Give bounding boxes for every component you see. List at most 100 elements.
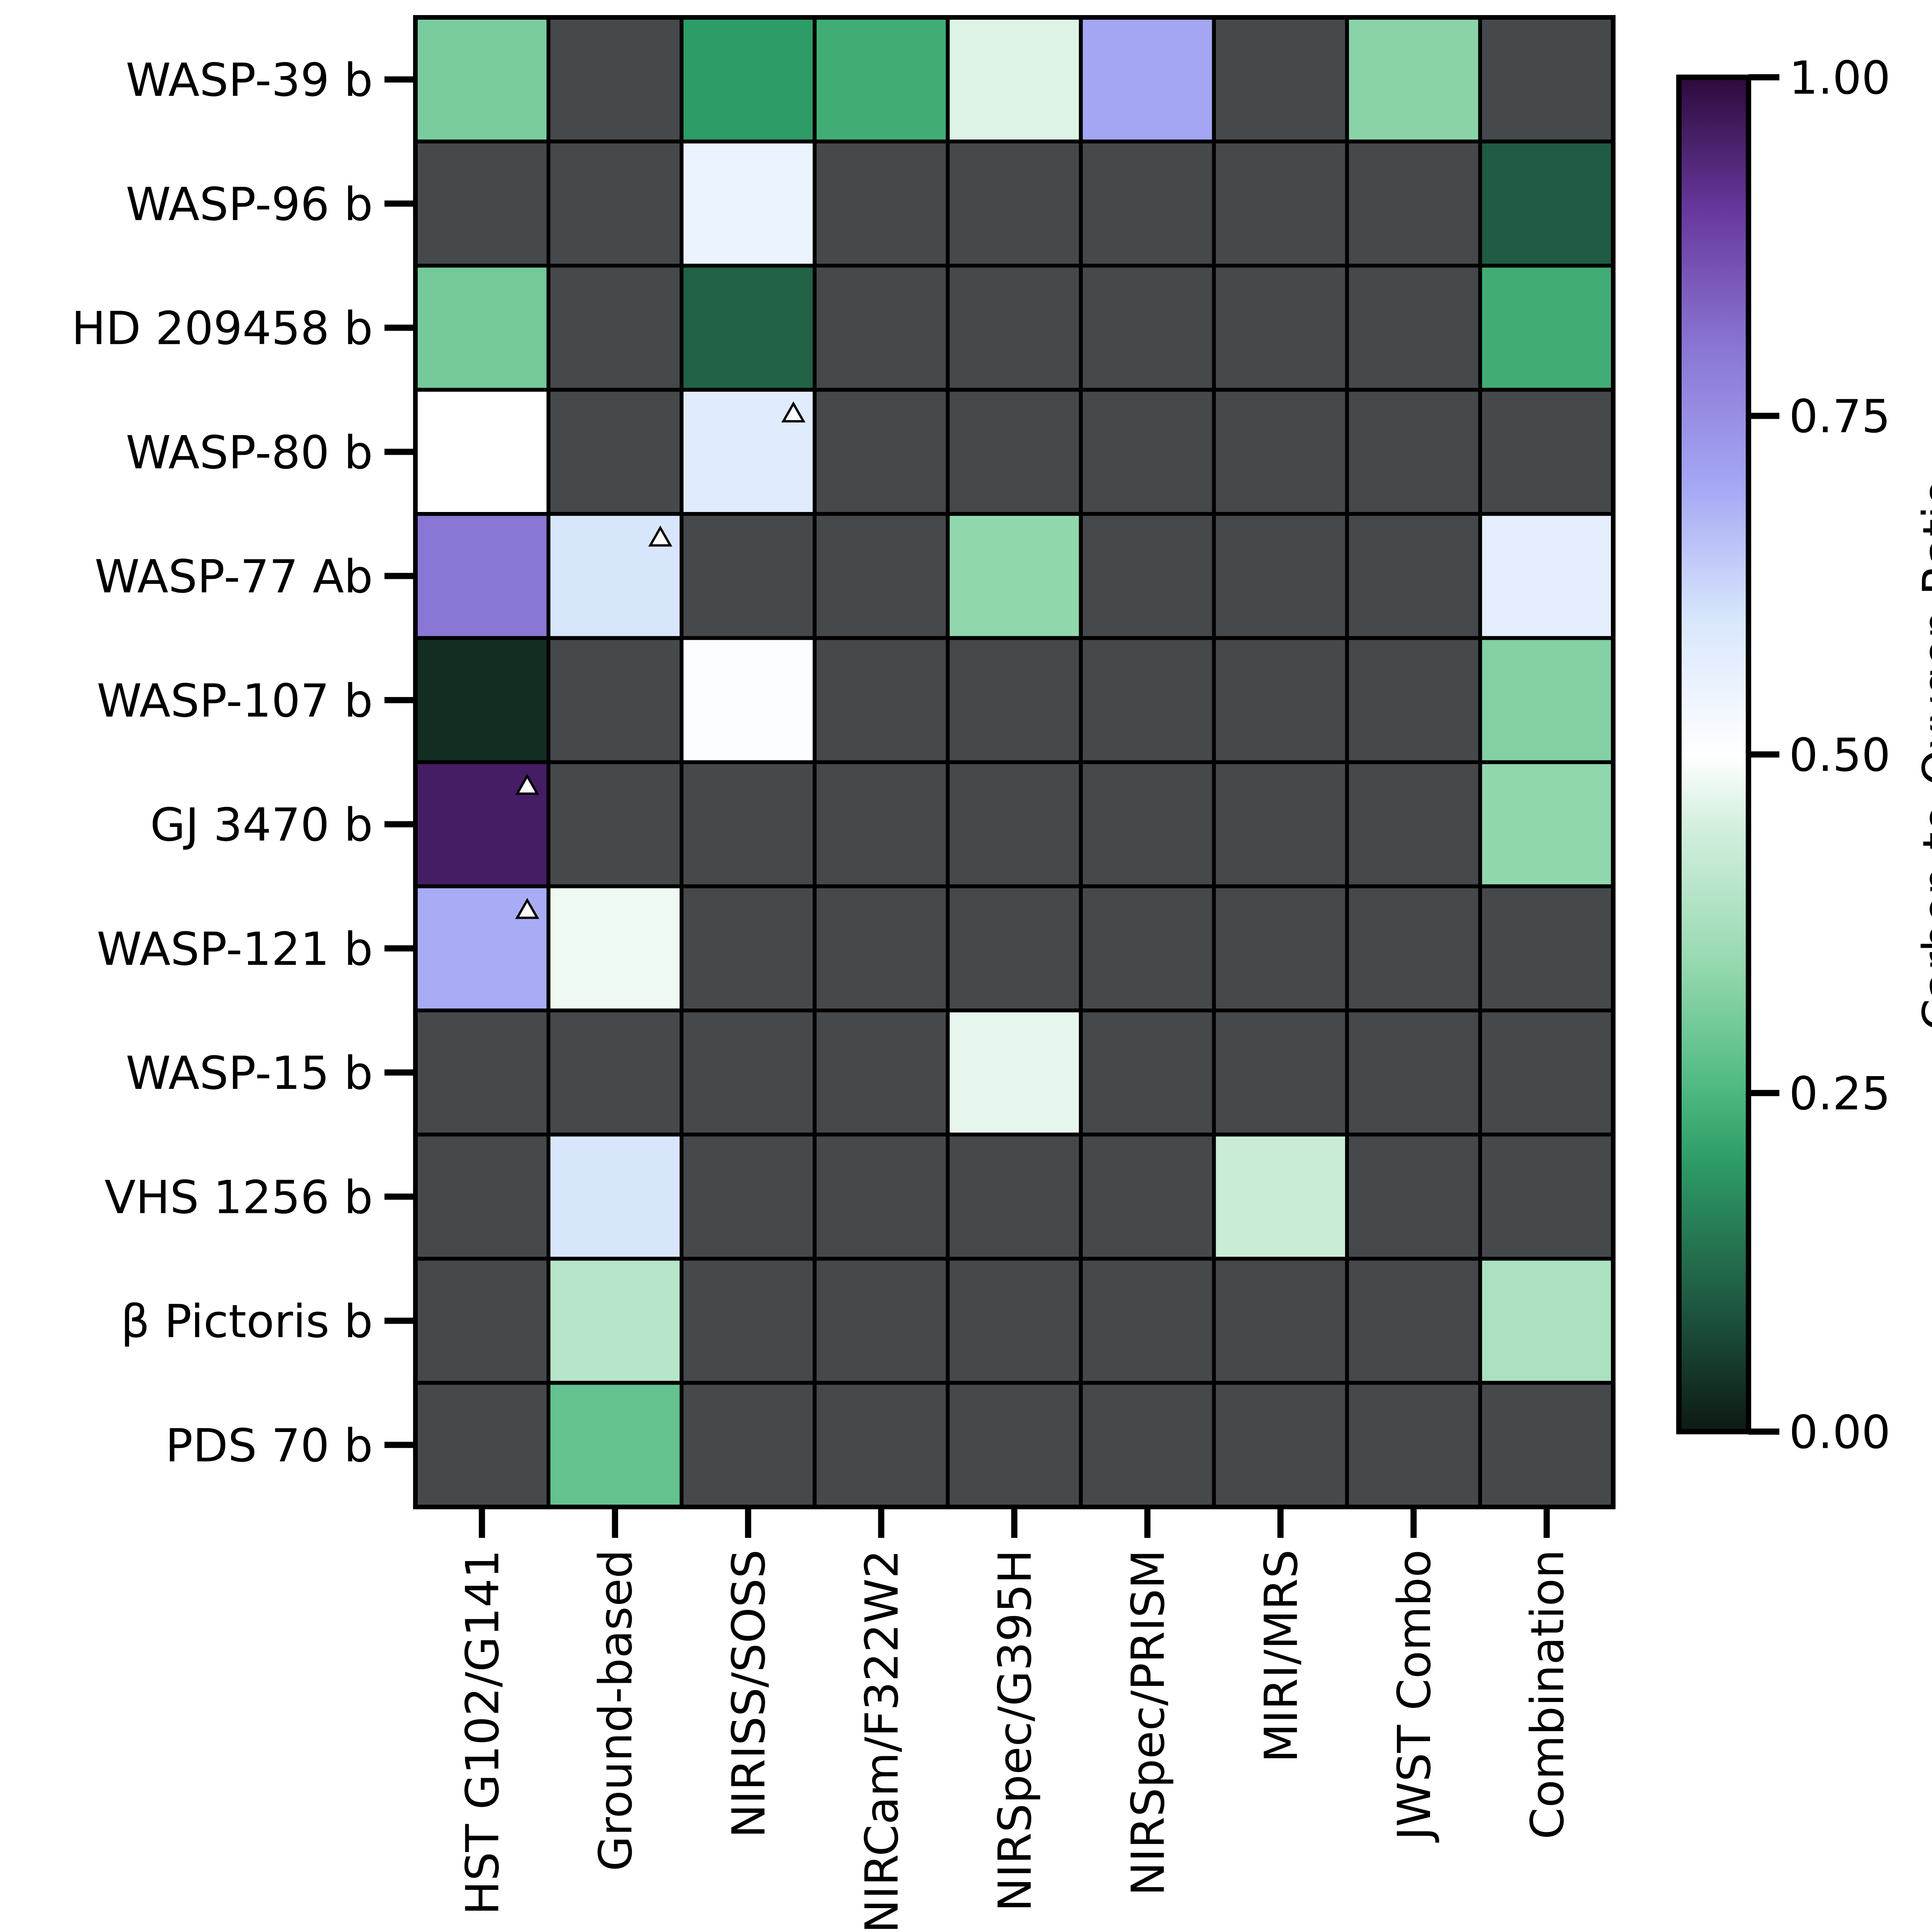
- heatmap-cell: [1212, 512, 1349, 640]
- heatmap-cell: [413, 1257, 551, 1385]
- heatmap-cell: [1212, 139, 1349, 268]
- heatmap-cell: [546, 760, 684, 888]
- heatmap-cell: [679, 1257, 817, 1385]
- heatmap-cell: [1478, 884, 1616, 1012]
- heatmap-cell: [1478, 15, 1616, 144]
- heatmap-cell: [1212, 1009, 1349, 1137]
- heatmap-cell: [546, 139, 684, 268]
- colorbar-tick-label: 0.75: [1789, 390, 1891, 443]
- x-tick-label: JWST Combo: [1388, 1549, 1441, 1843]
- colorbar-tick-label: 0.50: [1789, 728, 1891, 782]
- heatmap-cell: [413, 1381, 551, 1509]
- heatmap-cell: [813, 15, 950, 144]
- heatmap-cell: [946, 1257, 1083, 1385]
- lower-limit-marker: [781, 401, 806, 423]
- heatmap-cell: [413, 388, 551, 516]
- colorbar-tick-label: 1.00: [1789, 51, 1891, 104]
- heatmap-cell: [413, 1009, 551, 1137]
- heatmap-cell: [813, 1381, 950, 1509]
- heatmap-cell: [1212, 388, 1349, 516]
- x-axis: HST G102/G141 Ground-based NIRISS/SOSS NIRC…: [456, 1507, 1574, 1932]
- heatmap-cell: [946, 884, 1083, 1012]
- x-tick-label: NIRSpec/G395H: [988, 1549, 1041, 1912]
- colorbar-label: Carbon-to-Oxygen Ratio: [1913, 478, 1932, 1031]
- heatmap-cell: [946, 1381, 1083, 1509]
- colorbar: 1.00 0.75 0.50 0.25 0.00 Carbon-to-Oxygen Ra…: [1676, 51, 1932, 1459]
- y-tick-label: HD 209458 b: [71, 302, 373, 355]
- heatmap-cell: [946, 264, 1083, 392]
- heatmap-cell: [1212, 264, 1349, 392]
- heatmap-cell: [1212, 636, 1349, 764]
- colorbar-gradient: [1676, 75, 1751, 1434]
- x-tick-label: HST G102/G141: [456, 1549, 509, 1915]
- heatmap-cell: [813, 636, 950, 764]
- heatmap-cell: [679, 760, 817, 888]
- heatmap-cell: [679, 884, 817, 1012]
- x-tick-label: NIRISS/SOSS: [722, 1549, 776, 1838]
- x-tick-label: NIRSpec/PRISM: [1121, 1549, 1175, 1896]
- heatmap-cell: [679, 1009, 817, 1137]
- heatmap-cell: [1345, 1009, 1482, 1137]
- heatmap-cell: [1345, 15, 1482, 144]
- heatmap-cell: [679, 1381, 817, 1509]
- heatmap-cell: [813, 1133, 950, 1261]
- colorbar-tick-label: 0.00: [1789, 1405, 1891, 1459]
- heatmap-cell: [413, 1133, 551, 1261]
- x-tick-label: NIRCam/F322W2: [855, 1549, 908, 1932]
- x-tick-label: Ground-based: [589, 1549, 642, 1871]
- heatmap-cell: [679, 139, 817, 268]
- heatmap-cell: [1079, 636, 1216, 764]
- heatmap-cell: [1478, 636, 1616, 764]
- heatmap-cell: [946, 139, 1083, 268]
- heatmap-cell: [1212, 1381, 1349, 1509]
- heatmap-cell: [1212, 1257, 1349, 1385]
- y-tick-label: WASP-80 b: [126, 426, 373, 479]
- heatmap-cell: [946, 388, 1083, 516]
- heatmap-cell: [1345, 760, 1482, 888]
- heatmap-cell: [1345, 1133, 1482, 1261]
- heatmap-cell: [1079, 1133, 1216, 1261]
- heatmap-cell: [813, 760, 950, 888]
- heatmap-cell: [1478, 1381, 1616, 1509]
- heatmap-cell: [1079, 1257, 1216, 1385]
- x-tick-label: MIRI/MRS: [1254, 1549, 1308, 1763]
- y-axis: WASP-39 b WASP-96 b HD 209458 b WASP-80 b WA…: [71, 53, 415, 1472]
- heatmap-cell: [1478, 264, 1616, 392]
- heatmap-cell: [1478, 139, 1616, 268]
- colorbar-tick-label: 0.25: [1789, 1067, 1891, 1120]
- heatmap-cell: [1345, 1381, 1482, 1509]
- heatmap-cell: [413, 512, 551, 640]
- heatmap-cell: [546, 388, 684, 516]
- heatmap-cell: [946, 15, 1083, 144]
- heatmap-cell: [1478, 760, 1616, 888]
- heatmap-cell: [679, 512, 817, 640]
- y-tick-label: GJ 3470 b: [150, 798, 373, 852]
- heatmap-cell: [1345, 884, 1482, 1012]
- heatmap-cell: [413, 264, 551, 392]
- heatmap-cell: [1079, 512, 1216, 640]
- y-tick-label: WASP-96 b: [126, 177, 373, 231]
- heatmap-cell: [546, 1257, 684, 1385]
- heatmap-cell: [1345, 388, 1482, 516]
- heatmap-cell: [413, 139, 551, 268]
- heatmap-cell: [679, 15, 817, 144]
- heatmap-cell: [546, 1381, 684, 1509]
- x-tick-label: Combination: [1520, 1549, 1574, 1839]
- heatmap-cell: [1345, 139, 1482, 268]
- heatmap-cell: [946, 1009, 1083, 1137]
- heatmap-cell: [1345, 636, 1482, 764]
- heatmap-cell: [546, 1133, 684, 1261]
- colorbar-ticks: 1.00 0.75 0.50 0.25 0.00: [1748, 51, 1891, 1459]
- heatmap-cell: [1079, 388, 1216, 516]
- lower-limit-marker: [515, 898, 539, 919]
- heatmap-cell: [1345, 512, 1482, 640]
- heatmap-cell: [1212, 1133, 1349, 1261]
- heatmap-cell: [413, 15, 551, 144]
- heatmap-cell: [813, 512, 950, 640]
- heatmap-cell: [679, 636, 817, 764]
- heatmap-cell: [813, 884, 950, 1012]
- heatmap-cell: [1079, 1009, 1216, 1137]
- y-tick-label: β Pictoris b: [121, 1295, 373, 1348]
- y-tick-label: WASP-107 b: [97, 674, 373, 727]
